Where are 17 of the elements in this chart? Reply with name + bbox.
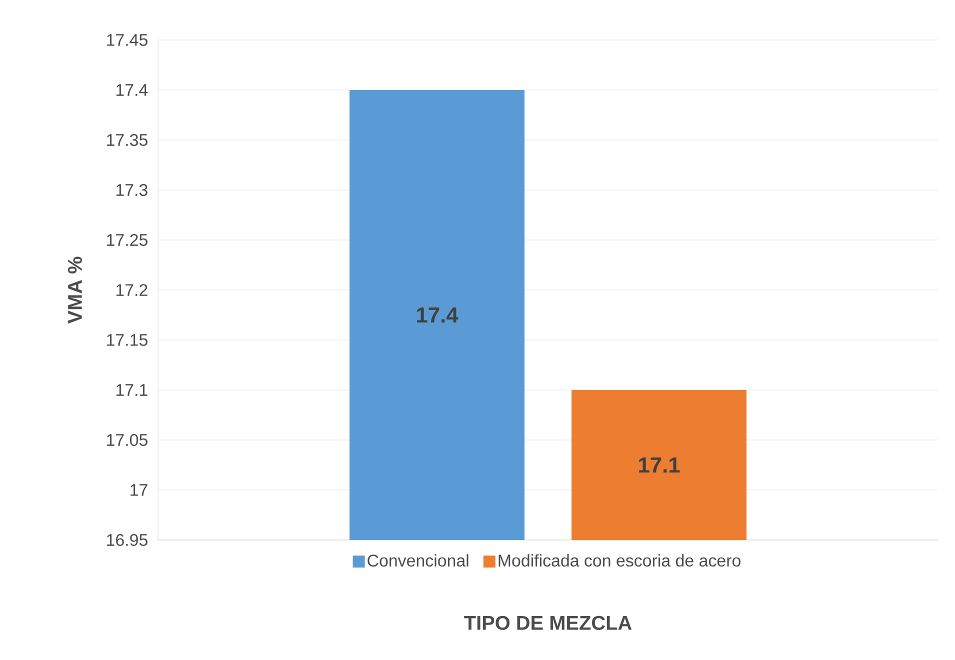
y-tick-label: 17.2 — [116, 284, 148, 296]
y-tick-label: 17.1 — [116, 384, 148, 396]
y-tick-label: 17.35 — [107, 134, 148, 146]
data-label: 17.1 — [639, 457, 680, 473]
y-tick-label: 17.15 — [107, 334, 148, 346]
y-tick-label: 17.05 — [107, 434, 148, 446]
data-label: 17.4 — [417, 307, 458, 323]
y-tick-label: 17.3 — [116, 184, 148, 196]
x-axis-title: TIPO DE MEZCLA — [464, 616, 632, 630]
y-tick-label: 17.45 — [107, 34, 148, 46]
y-tick-label: 16.95 — [107, 534, 148, 546]
y-tick-label: 17 — [130, 484, 148, 496]
y-tick-label: 17.25 — [107, 234, 148, 246]
legend-label: Convencional — [368, 554, 468, 567]
y-tick-label: 17.4 — [116, 84, 148, 96]
y-axis-title: VMA % — [68, 256, 82, 324]
legend-label: Modificada con escoria de acero — [498, 554, 740, 567]
